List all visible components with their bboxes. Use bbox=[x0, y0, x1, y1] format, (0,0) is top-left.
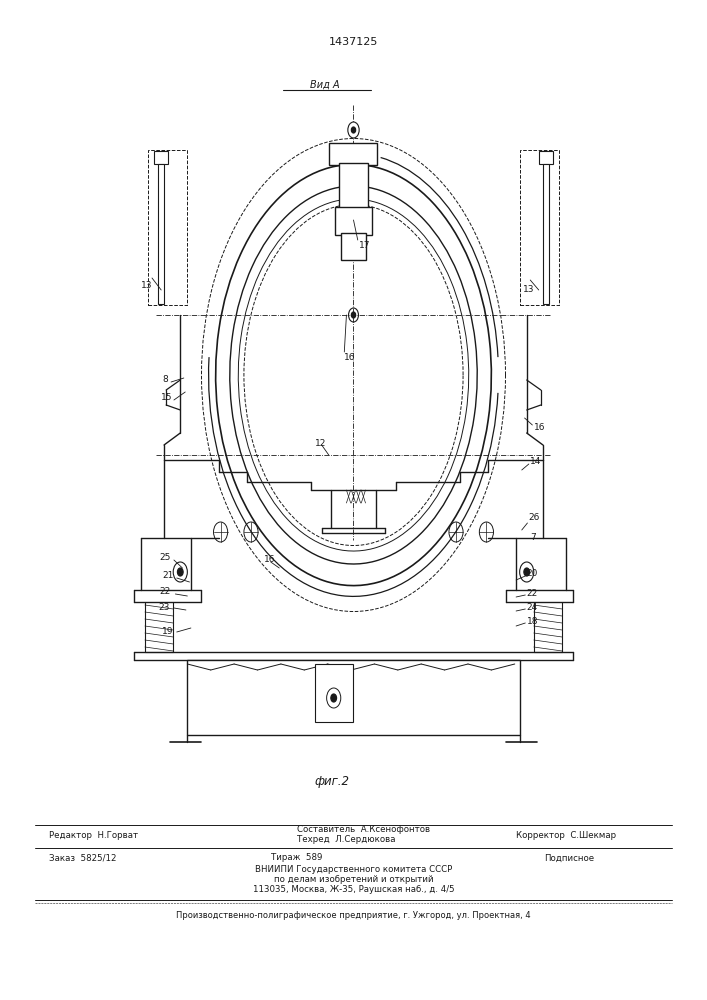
Circle shape bbox=[351, 127, 356, 133]
Text: Тираж  589: Тираж 589 bbox=[271, 854, 322, 862]
Text: 26: 26 bbox=[529, 514, 540, 522]
Text: 16: 16 bbox=[344, 354, 356, 362]
Text: 25: 25 bbox=[159, 554, 170, 562]
Circle shape bbox=[524, 568, 530, 576]
Circle shape bbox=[331, 694, 337, 702]
Text: Корректор  С.Шекмар: Корректор С.Шекмар bbox=[516, 830, 617, 840]
Bar bbox=[315, 664, 354, 722]
Text: Составитель  А.Ксенофонтов: Составитель А.Ксенофонтов bbox=[297, 826, 430, 834]
Text: 1437125: 1437125 bbox=[329, 37, 378, 47]
Text: Производственно-полиграфическое предприятие, г. Ужгород, ул. Проектная, 4: Производственно-полиграфическое предприя… bbox=[176, 910, 531, 920]
Text: 15: 15 bbox=[161, 393, 173, 402]
Text: Подписное: Подписное bbox=[544, 854, 595, 862]
Text: 14: 14 bbox=[530, 458, 542, 466]
Circle shape bbox=[348, 122, 359, 138]
Text: 16: 16 bbox=[264, 554, 276, 564]
Text: Техред  Л.Сердюкова: Техред Л.Сердюкова bbox=[297, 836, 395, 844]
Text: 12: 12 bbox=[315, 438, 326, 448]
Bar bbox=[187, 660, 520, 735]
Bar bbox=[329, 143, 377, 165]
Text: 8: 8 bbox=[163, 375, 168, 384]
Bar bbox=[539, 151, 553, 164]
Bar bbox=[154, 151, 168, 164]
Text: 22: 22 bbox=[159, 587, 170, 596]
Text: 20: 20 bbox=[527, 570, 538, 578]
Text: 7: 7 bbox=[530, 534, 536, 542]
Text: Редактор  Н.Горват: Редактор Н.Горват bbox=[49, 830, 139, 840]
Text: 113035, Москва, Ж-35, Раушская наб., д. 4/5: 113035, Москва, Ж-35, Раушская наб., д. … bbox=[252, 886, 455, 894]
Text: 16: 16 bbox=[534, 424, 545, 432]
Bar bbox=[335, 207, 372, 235]
Bar bbox=[158, 164, 164, 304]
Text: Заказ  5825/12: Заказ 5825/12 bbox=[49, 854, 117, 862]
Bar bbox=[339, 163, 368, 210]
Text: 19: 19 bbox=[162, 628, 173, 637]
Text: фиг.2: фиг.2 bbox=[315, 776, 350, 788]
Bar bbox=[520, 150, 559, 305]
Bar bbox=[543, 164, 549, 304]
Text: 17: 17 bbox=[359, 241, 370, 250]
Text: Вид А: Вид А bbox=[310, 80, 340, 90]
Bar bbox=[341, 233, 366, 260]
Text: 22: 22 bbox=[527, 588, 538, 597]
Text: 21: 21 bbox=[163, 572, 174, 580]
Circle shape bbox=[351, 312, 356, 318]
Text: 24: 24 bbox=[527, 602, 538, 611]
Text: 13: 13 bbox=[141, 280, 153, 290]
Text: 23: 23 bbox=[158, 602, 170, 611]
Bar bbox=[148, 150, 187, 305]
Circle shape bbox=[177, 568, 183, 576]
Text: 13: 13 bbox=[523, 286, 534, 294]
Text: 18: 18 bbox=[527, 616, 538, 626]
Text: по делам изобретений и открытий: по делам изобретений и открытий bbox=[274, 876, 433, 884]
Text: ВНИИПИ Государственного комитета СССР: ВНИИПИ Государственного комитета СССР bbox=[255, 865, 452, 874]
